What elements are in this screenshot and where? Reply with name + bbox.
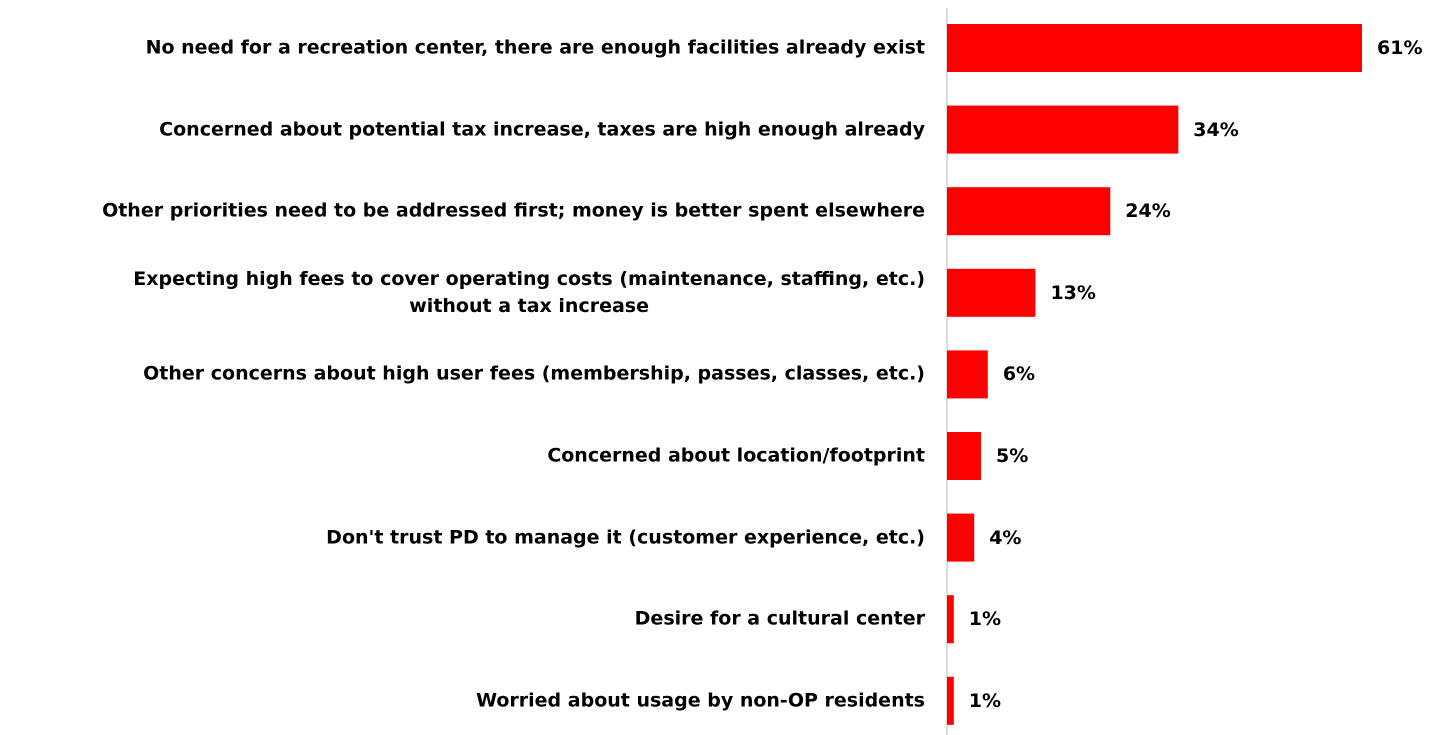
value-label: 5% (996, 445, 1029, 467)
value-label: 13% (1050, 281, 1096, 304)
value-label: 4% (989, 526, 1022, 549)
category-label: No need for a recreation center, there a… (145, 36, 925, 59)
bar (947, 268, 1036, 317)
bar (947, 595, 954, 644)
category-label: Other concerns about high user fees (mem… (143, 362, 925, 385)
bar (947, 350, 988, 399)
value-label: 34% (1193, 118, 1239, 141)
bar (947, 513, 975, 562)
bar (947, 676, 954, 725)
value-label: 1% (968, 608, 1002, 631)
category-label: Concerned about potential tax increase, … (159, 118, 925, 141)
bar (947, 24, 1362, 72)
value-label: 6% (1002, 363, 1036, 386)
value-label: 24% (1125, 200, 1171, 223)
category-label: Don't trust PD to manage it (customer ex… (326, 526, 925, 549)
bar (947, 187, 1111, 236)
bar (947, 105, 1179, 154)
category-label: Worried about usage by non-OP residents (476, 689, 925, 712)
category-label: Desire for a cultural center (634, 607, 925, 630)
value-label: 61% (1377, 37, 1423, 59)
category-label: Expecting high fees to cover operating c… (133, 267, 925, 317)
value-label: 1% (968, 689, 1002, 712)
bar (947, 432, 982, 480)
category-label: Other priorities need to be addressed fi… (102, 199, 925, 222)
category-label: Concerned about location/footprint (547, 444, 925, 467)
